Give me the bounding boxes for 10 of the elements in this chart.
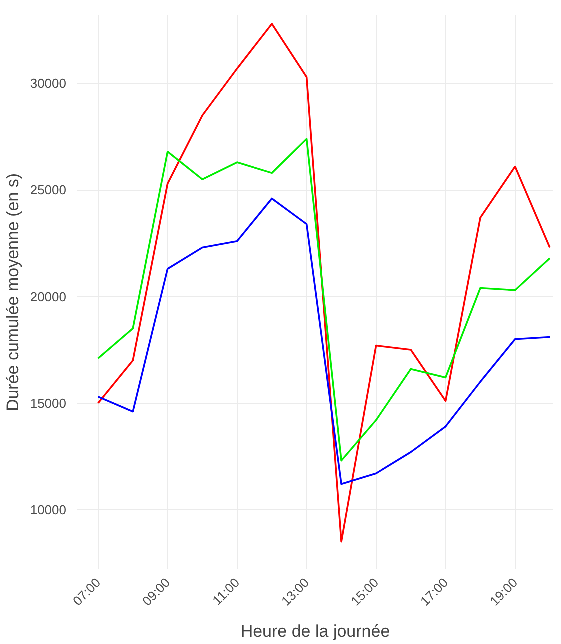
- line-series: [97, 138, 551, 462]
- y-tick-label: 15000: [30, 396, 67, 411]
- x-axis-title: Heure de la journée: [240, 622, 390, 642]
- y-tick-label: 25000: [30, 182, 67, 198]
- line-series: [97, 198, 551, 486]
- y-tick-label: 20000: [30, 289, 67, 304]
- y-tick-label: 10000: [30, 502, 67, 518]
- y-tick-label: 30000: [30, 76, 67, 92]
- y-axis-title: Durée cumulée moyenne (en s): [3, 173, 22, 412]
- line-series: [97, 23, 551, 543]
